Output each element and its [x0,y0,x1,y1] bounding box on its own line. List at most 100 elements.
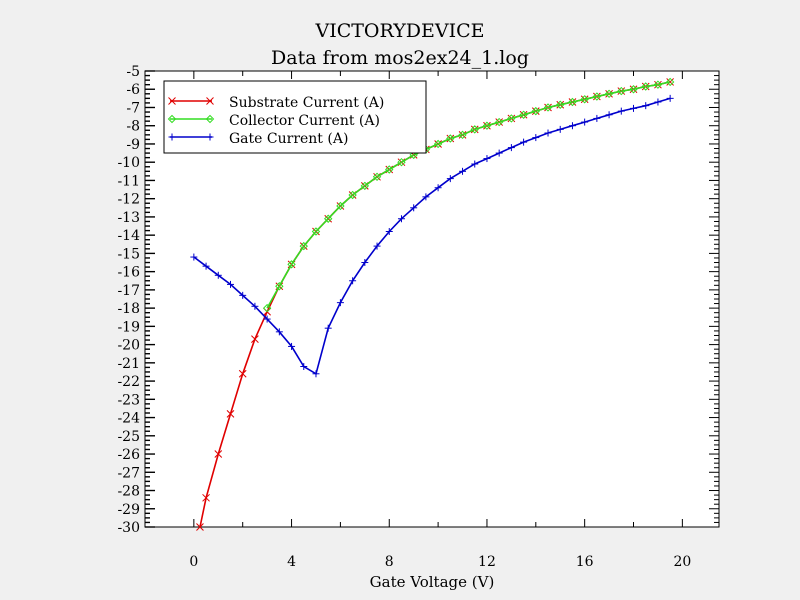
series-2-point [422,193,430,201]
series-2-point [666,94,674,102]
y-tick-label: -22 [117,374,140,390]
series-2-point [483,155,491,163]
legend-label-1: Collector Current (A) [229,113,380,129]
y-tick-label: -10 [117,155,140,171]
y-tick-label: -17 [117,283,140,299]
series-2-point [263,315,271,323]
legend-marker-0 [206,97,214,105]
series-1-point [262,303,272,313]
y-tick-label: -16 [117,265,140,281]
series-2-point [361,259,369,267]
series-2-point [434,184,442,192]
y-tick-label: -18 [117,301,140,317]
y-tick-label: -29 [117,502,140,518]
y-tick-label: -23 [117,392,140,408]
chart-title: VICTORYDEVICE [314,20,484,42]
series-0-point [238,369,247,378]
series-2-point [239,291,247,299]
series-1-point [336,201,345,211]
series-1-point [323,214,333,223]
series-2-point [324,324,332,332]
series-1-point [604,89,614,99]
series-1-point [482,121,492,130]
y-tick-label: -7 [126,100,140,116]
series-2-point [630,104,638,112]
series-1-point [433,139,443,149]
series-1-point [531,106,541,116]
series-1-point [287,260,296,269]
y-tick-label: -13 [117,210,140,226]
series-layer [190,77,675,531]
series-1-point [299,241,308,251]
series-2-point [410,204,418,212]
x-tick-label: 20 [673,554,691,570]
x-tick-label: 0 [189,554,198,570]
series-1-point [275,282,284,291]
series-1-point [311,227,321,236]
series-2-point [397,215,405,223]
series-1-point [665,77,675,87]
series-2-point [275,328,283,336]
series-2-point [202,262,210,270]
series-2-point [593,114,601,122]
series-1-point [592,92,602,101]
series-1-point [409,150,418,160]
y-tick-label: -15 [117,246,140,262]
series-2-point [349,277,357,285]
series-1-point [556,100,565,109]
legend-marker-1 [167,114,177,124]
series-2-point [581,118,589,126]
legend-marker-2 [168,133,176,141]
series-2-point [544,129,552,137]
y-tick-label: -30 [117,520,140,536]
series-1-point [629,85,638,94]
y-tick-label: -25 [117,429,140,445]
series-1-point [617,86,626,96]
series-1-point [372,172,382,181]
y-tick-label: -8 [126,119,140,135]
legend-label-0: Substrate Current (A) [229,95,384,111]
y-tick-label: -5 [126,64,140,80]
y-tick-label: -27 [117,465,140,481]
series-1-point [470,125,479,134]
series-2-point [288,342,296,350]
series-2-point [471,160,479,168]
y-tick-label: -6 [126,82,140,98]
y-tick-label: -19 [117,319,140,335]
series-1-point [458,130,467,140]
series-1-point [653,80,663,89]
legend-box [163,80,427,154]
series-1-point [446,134,455,143]
series-2-point [446,175,454,183]
series-2-point [190,253,198,261]
series-0-point [666,78,675,86]
y-tick-label: -12 [117,192,140,208]
legend-marker-1 [205,114,215,124]
series-0-point [202,493,210,502]
legend-marker-0 [168,97,176,105]
y-tick-label: -28 [117,484,140,500]
series-2-point [300,362,308,370]
series-1-point [494,117,504,127]
series-1-point [543,103,553,112]
series-2-point [459,167,467,175]
x-axis-ticks: 0 4 8 12 16 20 [144,71,691,570]
series-2-point [507,144,515,152]
legend: Substrate Current (A) Collector Current (… [163,80,427,154]
series-2-point [556,125,564,133]
series-2-point [336,299,344,307]
series-2-point [532,134,540,142]
series-1-point [360,181,370,191]
series-2-point [605,111,613,119]
series-0-point [251,335,259,343]
y-tick-label: -26 [117,447,140,463]
series-1-point [397,157,406,167]
series-2-point [312,370,320,378]
series-2-point [214,271,222,279]
series-1-point [568,97,577,107]
x-axis-label: Gate Voltage (V) [370,573,495,591]
x-tick-label: 12 [478,554,496,570]
series-line-2 [193,97,671,376]
y-tick-label: -24 [117,411,140,427]
